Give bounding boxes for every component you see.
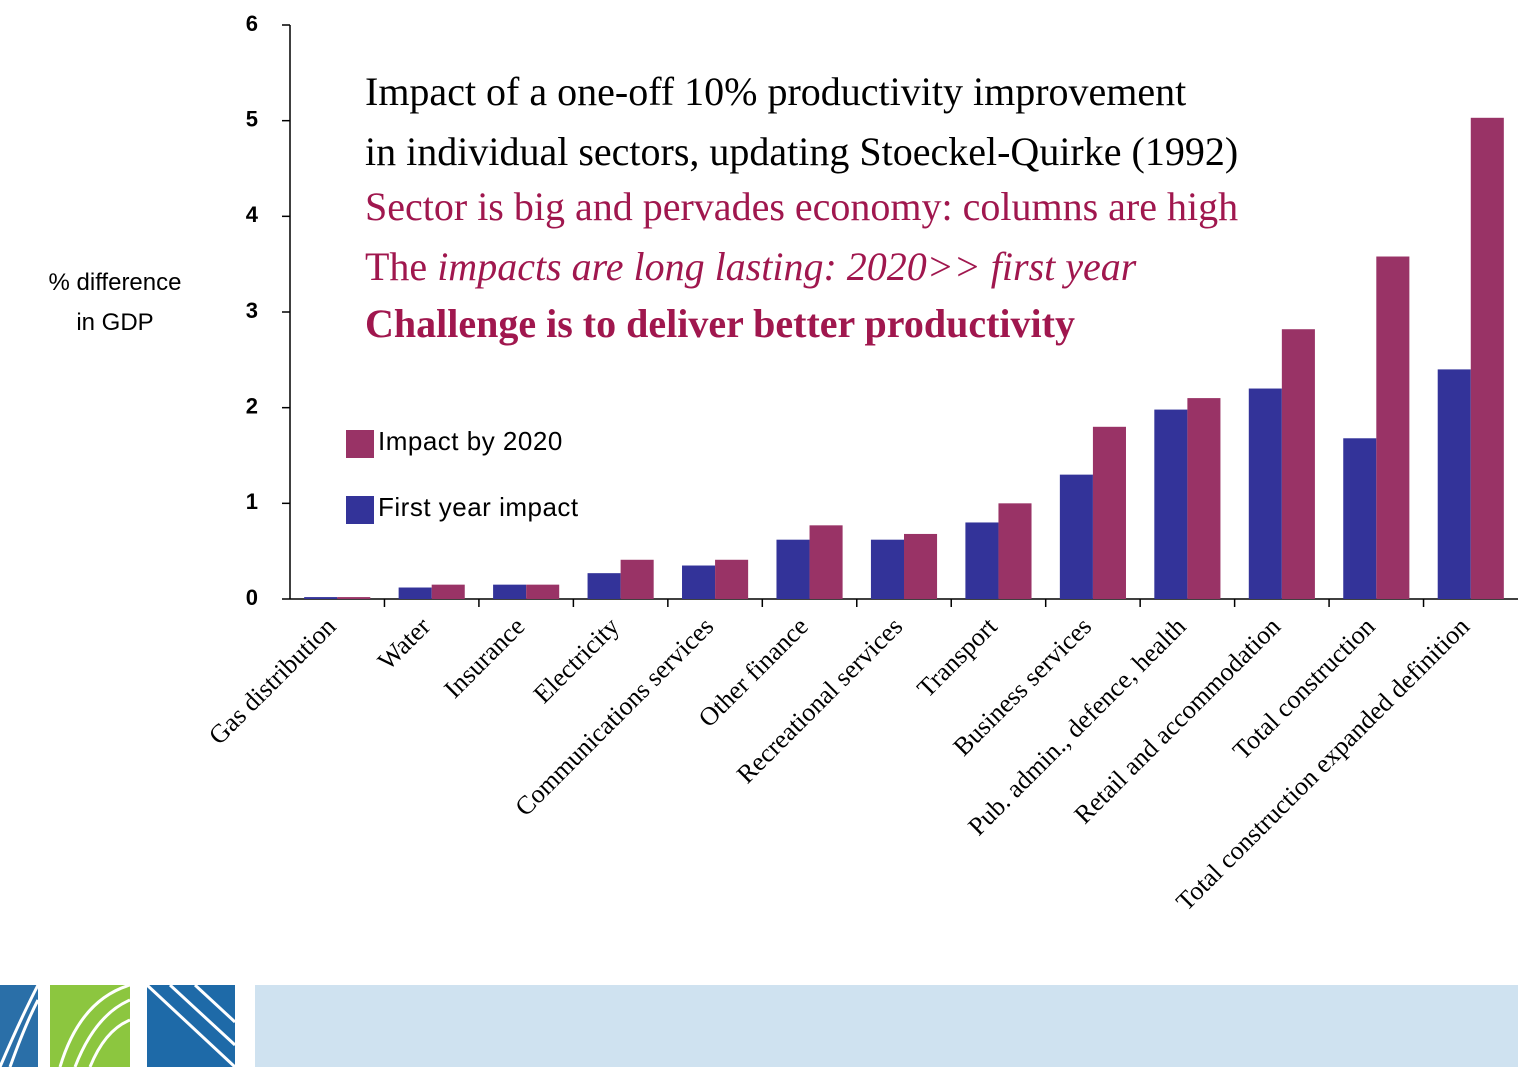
- annotation: Challenge is to deliver better productiv…: [365, 301, 1075, 346]
- bar: [1437, 369, 1471, 599]
- y-axis-label: % difference: [49, 269, 182, 296]
- annotation: Impact of a one-off 10% productivity imp…: [365, 69, 1186, 114]
- annotation-span: The: [365, 244, 437, 289]
- bar: [1248, 388, 1282, 599]
- bar: [682, 565, 716, 599]
- annotation-span: impacts are long lasting: 2020>> first y…: [437, 244, 1137, 289]
- bar: [776, 539, 810, 599]
- bar: [587, 573, 621, 599]
- bar: [431, 584, 465, 599]
- logo: [0, 983, 237, 1067]
- x-tick-label: Insurance: [438, 612, 530, 704]
- bar: [809, 525, 843, 599]
- legend-label: First year impact: [378, 492, 579, 522]
- bar: [526, 584, 560, 599]
- y-tick-label: 6: [246, 11, 258, 36]
- y-tick-label: 0: [246, 585, 258, 610]
- x-tick-label: Recreational services: [731, 612, 908, 789]
- bar: [337, 597, 371, 599]
- legend-swatch: [346, 430, 374, 458]
- x-tick-label: Transport: [911, 611, 1003, 703]
- annotation: Sector is big and pervades economy: colu…: [365, 184, 1238, 229]
- annotation-span: Impact of a one-off 10% productivity imp…: [365, 69, 1186, 114]
- bar: [715, 559, 749, 599]
- legend-label: Impact by 2020: [378, 426, 563, 456]
- bar: [1059, 474, 1093, 599]
- bar: [304, 597, 338, 599]
- y-tick-label: 5: [246, 106, 258, 131]
- bar: [620, 559, 654, 599]
- bar: [398, 587, 432, 599]
- x-tick-label: Communications services: [509, 612, 719, 822]
- bar: [1343, 438, 1377, 599]
- x-tick-label: Electricity: [528, 612, 625, 709]
- footer-band: [255, 985, 1518, 1067]
- bar: [1187, 398, 1221, 599]
- y-axis-label: in GDP: [76, 309, 153, 336]
- bar: [998, 503, 1032, 599]
- bar: [1470, 117, 1504, 600]
- bar: [1376, 256, 1410, 599]
- bar: [1154, 409, 1188, 599]
- bar: [965, 522, 999, 599]
- annotation-span: in individual sectors, updating Stoeckel…: [365, 129, 1238, 174]
- bar: [870, 539, 904, 599]
- y-tick-label: 3: [246, 298, 258, 323]
- bar: [1092, 426, 1126, 599]
- x-tick-label: Water: [372, 611, 436, 675]
- annotation-span: Challenge is to deliver better productiv…: [365, 301, 1075, 346]
- y-tick-label: 4: [246, 202, 259, 227]
- annotation-span: Sector is big and pervades economy: colu…: [365, 184, 1238, 229]
- annotation: in individual sectors, updating Stoeckel…: [365, 129, 1238, 174]
- legend-swatch: [346, 496, 374, 524]
- bar: [904, 533, 938, 599]
- bar: [493, 584, 527, 599]
- y-tick-label: 2: [246, 393, 258, 418]
- x-tick-label: Gas distribution: [203, 612, 341, 750]
- y-tick-label: 1: [246, 489, 258, 514]
- annotation: The impacts are long lasting: 2020>> fir…: [365, 244, 1137, 289]
- bar: [1281, 329, 1315, 599]
